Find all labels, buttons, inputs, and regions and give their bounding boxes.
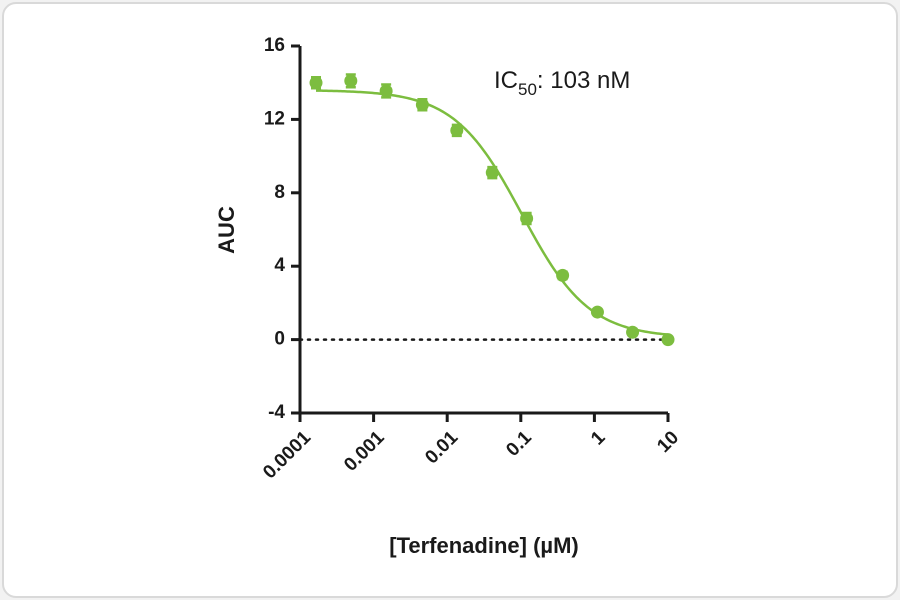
data-point (344, 74, 358, 88)
y-tick-label: -4 (268, 402, 285, 423)
y-axis-title: AUC (214, 206, 239, 254)
data-point (379, 84, 393, 98)
annotation: IC50: 103 nM (494, 67, 630, 99)
data-point (415, 98, 429, 112)
x-axis-title: [Terfenadine] (µM) (389, 533, 578, 558)
y-tick-label: 4 (274, 255, 285, 276)
annotation-text: : 103 nM (537, 67, 630, 94)
data-point (309, 76, 323, 90)
annotation-subscript: 50 (518, 80, 537, 99)
x-tick-label: 0.0001 (259, 427, 315, 483)
x-tick-label: 10 (653, 427, 683, 457)
fit-curve (315, 89, 669, 336)
data-point (556, 268, 570, 282)
annotation-prefix: IC (494, 67, 518, 94)
x-tick-label: 0.001 (340, 427, 389, 476)
data-point (485, 166, 499, 180)
x-tick-label: 1 (587, 427, 610, 450)
x-tick-label: 0.1 (502, 427, 536, 461)
data-point (626, 325, 640, 339)
y-tick-label: 16 (264, 35, 285, 56)
data-point (661, 333, 675, 347)
y-tick-label: 12 (264, 108, 285, 129)
y-tick-label: 0 (274, 329, 285, 350)
data-point (520, 211, 534, 225)
x-tick-label: 0.01 (421, 427, 462, 468)
data-point (450, 123, 464, 137)
y-tick-label: 8 (274, 182, 285, 203)
data-point (590, 305, 604, 319)
